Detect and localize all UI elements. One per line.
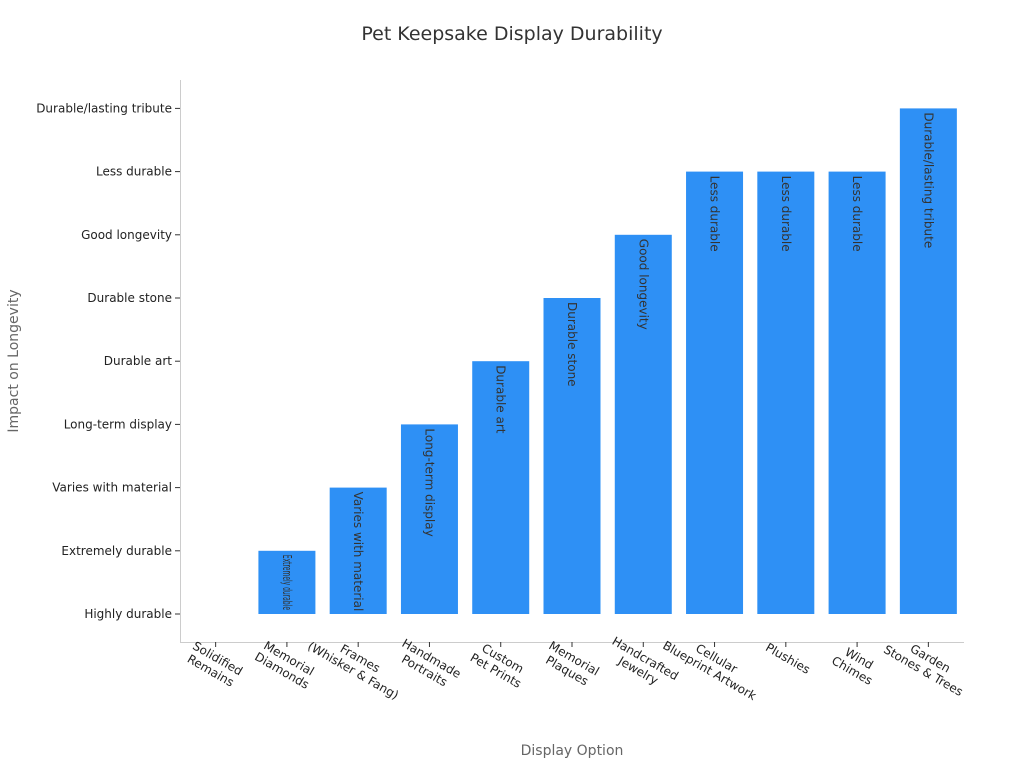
bar	[686, 171, 744, 614]
bar-value-label: Durable stone	[565, 302, 579, 387]
bar-value-label: Less durable	[850, 176, 864, 252]
bar-labels-group: Extremely durable Varies with material Lon…	[280, 112, 935, 611]
bar	[400, 424, 458, 614]
bar	[258, 550, 316, 614]
y-tick-label: Durable/lasting tribute	[36, 101, 172, 115]
bar-value-label: Durable art	[494, 365, 508, 434]
y-tick-label: Varies with material	[52, 481, 172, 495]
chart-title: Pet Keepsake Display Durability	[361, 23, 662, 45]
x-tick-label: GardenStones & Trees	[881, 630, 972, 699]
bar	[828, 171, 886, 614]
x-tick-label: CellularBlueprint Artwork	[660, 626, 765, 703]
bars-group	[258, 108, 957, 615]
bar	[472, 361, 530, 614]
bar-value-label: Less durable	[708, 176, 722, 252]
x-tick-label: Frames(Whisker & Fang)	[305, 627, 408, 703]
bar	[614, 234, 672, 615]
y-tick-label: Less durable	[96, 165, 172, 179]
bar-value-label: Extremely durable	[280, 555, 294, 610]
x-tick-label: Plushies	[763, 640, 812, 677]
x-tick-label: WindChimes	[829, 641, 882, 688]
x-tick-label: HandmadePortraits	[393, 636, 464, 693]
y-tick-label: Long-term display	[64, 417, 172, 431]
x-tick-label: SolidifiedRemains	[183, 639, 245, 691]
bar	[899, 108, 957, 615]
y-tick-label: Highly durable	[84, 607, 172, 621]
bar-value-label: Durable/lasting tribute	[921, 112, 935, 248]
bar	[757, 171, 815, 614]
x-tick-label: CustomPet Prints	[468, 638, 531, 691]
x-axis-title: Display Option	[521, 743, 624, 759]
y-tick-label: Extremely durable	[61, 544, 172, 558]
bar	[329, 487, 387, 614]
bar-value-label: Good longevity	[636, 239, 650, 330]
y-tick-label: Good longevity	[81, 228, 172, 242]
bar-value-label: Varies with material	[351, 492, 365, 612]
bar	[543, 298, 601, 614]
y-axis-title: Impact on Longevity	[6, 289, 22, 432]
y-axis-ticks: Highly durable Extremely durable Varies wi…	[36, 101, 180, 621]
x-axis-ticks: SolidifiedRemains MemorialDiamonds Frames(…	[183, 626, 972, 703]
bar-value-label: Long-term display	[422, 428, 436, 536]
x-tick-label: MemorialPlaques	[539, 639, 601, 691]
y-tick-label: Durable stone	[87, 291, 172, 305]
bar-value-label: Less durable	[779, 176, 793, 252]
y-tick-label: Durable art	[104, 354, 173, 368]
